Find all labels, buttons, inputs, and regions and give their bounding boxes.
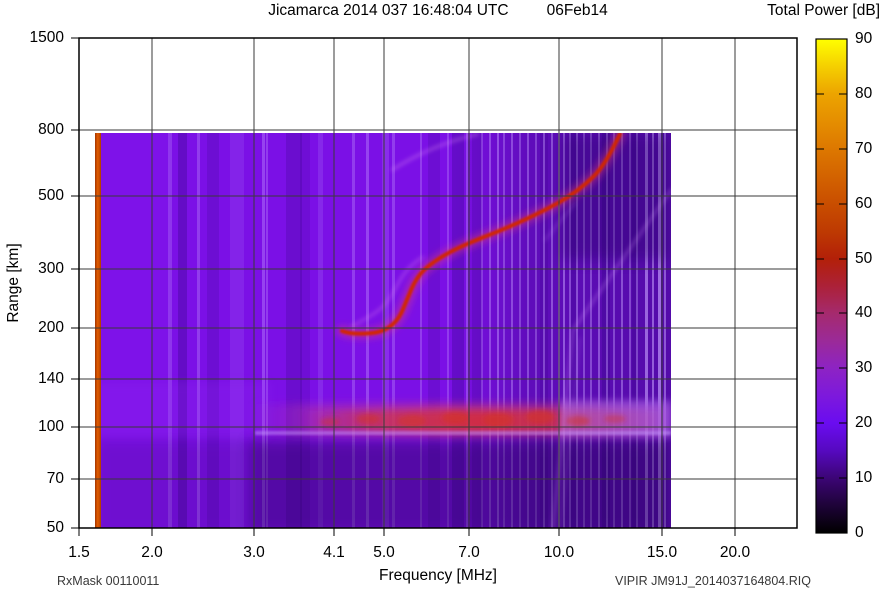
y-tick-label: 70 [46,470,64,487]
f-region-trace [336,133,626,340]
y-tick-label: 100 [38,418,64,435]
x-tick-label: 1.5 [68,544,90,561]
dark-below-eband-zone [250,440,671,528]
transmitter-stripe [95,133,101,528]
title-date: 06Feb14 [546,2,608,19]
page-title: Jicamarca 2014 037 16:48:04 UTC 06Feb14 [79,2,797,20]
oblique-echo [544,188,671,528]
heatmap-data-region [95,133,671,528]
y-tick-label: 300 [38,260,64,277]
colorbar-tick-label: 90 [855,30,873,47]
grid-lines [79,38,797,528]
plot-frame [71,37,798,536]
colorbar-tick-label: 80 [855,85,873,102]
x-tick-label: 7.0 [458,544,480,561]
colorbar-tick-label: 30 [855,359,873,376]
colorbar-tick-label: 40 [855,304,873,321]
y-tick-label: 500 [38,187,64,204]
x-tick-label: 20.0 [719,544,751,561]
colorbar-tick-label: 60 [855,195,873,212]
colorbar [815,38,848,534]
colorbar-tick-label: 10 [855,469,873,486]
y-tick-label: 200 [38,319,64,336]
title-main: Jicamarca 2014 037 16:48:04 UTC [268,2,509,19]
x-tick-label: 3.0 [243,544,265,561]
e-region-band [250,400,671,437]
x-tick-label: 4.1 [323,544,345,561]
y-tick-label: 140 [38,370,64,387]
colorbar-tick-label: 0 [855,524,864,541]
x-tick-label: 15.0 [646,544,678,561]
x-axis-label: Frequency [MHz] [378,567,497,584]
x-tick-label: 10.0 [543,544,575,561]
colorbar-tick-label: 20 [855,414,873,431]
y-tick-label: 1500 [29,29,64,46]
x-tick-label: 2.0 [141,544,163,561]
source-file-text: VIPIR JM91J_2014037164804.RIQ [615,574,811,588]
colorbar-title: Total Power [dB] [767,2,880,19]
y-tick-label: 800 [38,121,64,138]
rxmask-status-text: RxMask 00110011 [57,574,160,588]
y-tick-label: 50 [46,519,64,536]
y-axis-label: Range [km] [5,243,22,323]
colorbar-tick-label: 70 [855,140,873,157]
colorbar-tick-label: 50 [855,250,873,267]
x-tick-label: 5.0 [373,544,395,561]
